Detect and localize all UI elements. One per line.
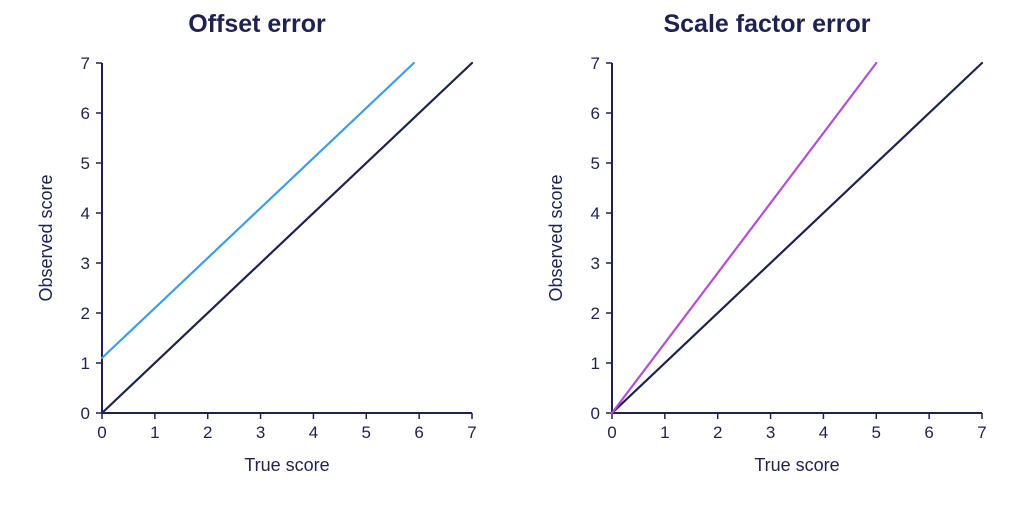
x-tick-label: 7 bbox=[977, 423, 986, 442]
x-axis-label: True score bbox=[754, 455, 839, 475]
y-tick-label: 2 bbox=[81, 304, 90, 323]
y-tick-label: 4 bbox=[591, 204, 600, 223]
x-tick-label: 2 bbox=[713, 423, 722, 442]
y-tick-label: 0 bbox=[81, 404, 90, 423]
scale-line bbox=[612, 63, 876, 413]
y-tick-label: 1 bbox=[81, 354, 90, 373]
y-tick-label: 7 bbox=[81, 54, 90, 73]
y-tick-label: 6 bbox=[81, 104, 90, 123]
identity-line bbox=[102, 63, 472, 413]
x-tick-label: 6 bbox=[414, 423, 423, 442]
y-axis-label: Observed score bbox=[546, 174, 566, 301]
y-tick-label: 3 bbox=[591, 254, 600, 273]
chart-scale-factor-error: 0 1 2 3 4 5 6 7 0 1 2 3 4 5 6 7 True score Observed score bbox=[532, 43, 1002, 483]
y-tick-label: 5 bbox=[81, 154, 90, 173]
x-tick-label: 5 bbox=[362, 423, 371, 442]
x-tick-label: 6 bbox=[924, 423, 933, 442]
y-tick-label: 0 bbox=[591, 404, 600, 423]
x-tick-label: 7 bbox=[467, 423, 476, 442]
x-tick-label: 3 bbox=[256, 423, 265, 442]
y-tick-label: 1 bbox=[591, 354, 600, 373]
panel-title-offset: Offset error bbox=[22, 10, 492, 39]
chart-offset-error: 0 1 2 3 4 5 6 7 0 1 2 3 4 5 6 7 True score Observed score bbox=[22, 43, 492, 483]
y-tick-label: 2 bbox=[591, 304, 600, 323]
y-tick-label: 5 bbox=[591, 154, 600, 173]
charts-row: Offset error 0 1 2 3 4 5 6 7 0 1 2 3 4 5 6 7 True score O… bbox=[0, 0, 1024, 488]
x-tick-label: 3 bbox=[766, 423, 775, 442]
identity-line bbox=[612, 63, 982, 413]
x-tick-label: 1 bbox=[150, 423, 159, 442]
x-tick-label: 0 bbox=[97, 423, 106, 442]
x-tick-label: 4 bbox=[309, 423, 318, 442]
y-tick-label: 3 bbox=[81, 254, 90, 273]
panel-scale-factor-error: Scale factor error 0 1 2 3 4 5 6 7 0 1 2 3 4 5 6 7 True … bbox=[532, 10, 1002, 488]
y-tick-label: 6 bbox=[591, 104, 600, 123]
x-axis-label: True score bbox=[244, 455, 329, 475]
offset-line bbox=[102, 63, 414, 358]
x-tick-label: 5 bbox=[872, 423, 881, 442]
y-tick-label: 4 bbox=[81, 204, 90, 223]
x-tick-label: 0 bbox=[607, 423, 616, 442]
panel-title-scale: Scale factor error bbox=[532, 10, 1002, 39]
panel-offset-error: Offset error 0 1 2 3 4 5 6 7 0 1 2 3 4 5 6 7 True score O… bbox=[22, 10, 492, 488]
x-tick-label: 4 bbox=[819, 423, 828, 442]
y-axis-label: Observed score bbox=[36, 174, 56, 301]
y-tick-label: 7 bbox=[591, 54, 600, 73]
x-tick-label: 1 bbox=[660, 423, 669, 442]
x-tick-label: 2 bbox=[203, 423, 212, 442]
